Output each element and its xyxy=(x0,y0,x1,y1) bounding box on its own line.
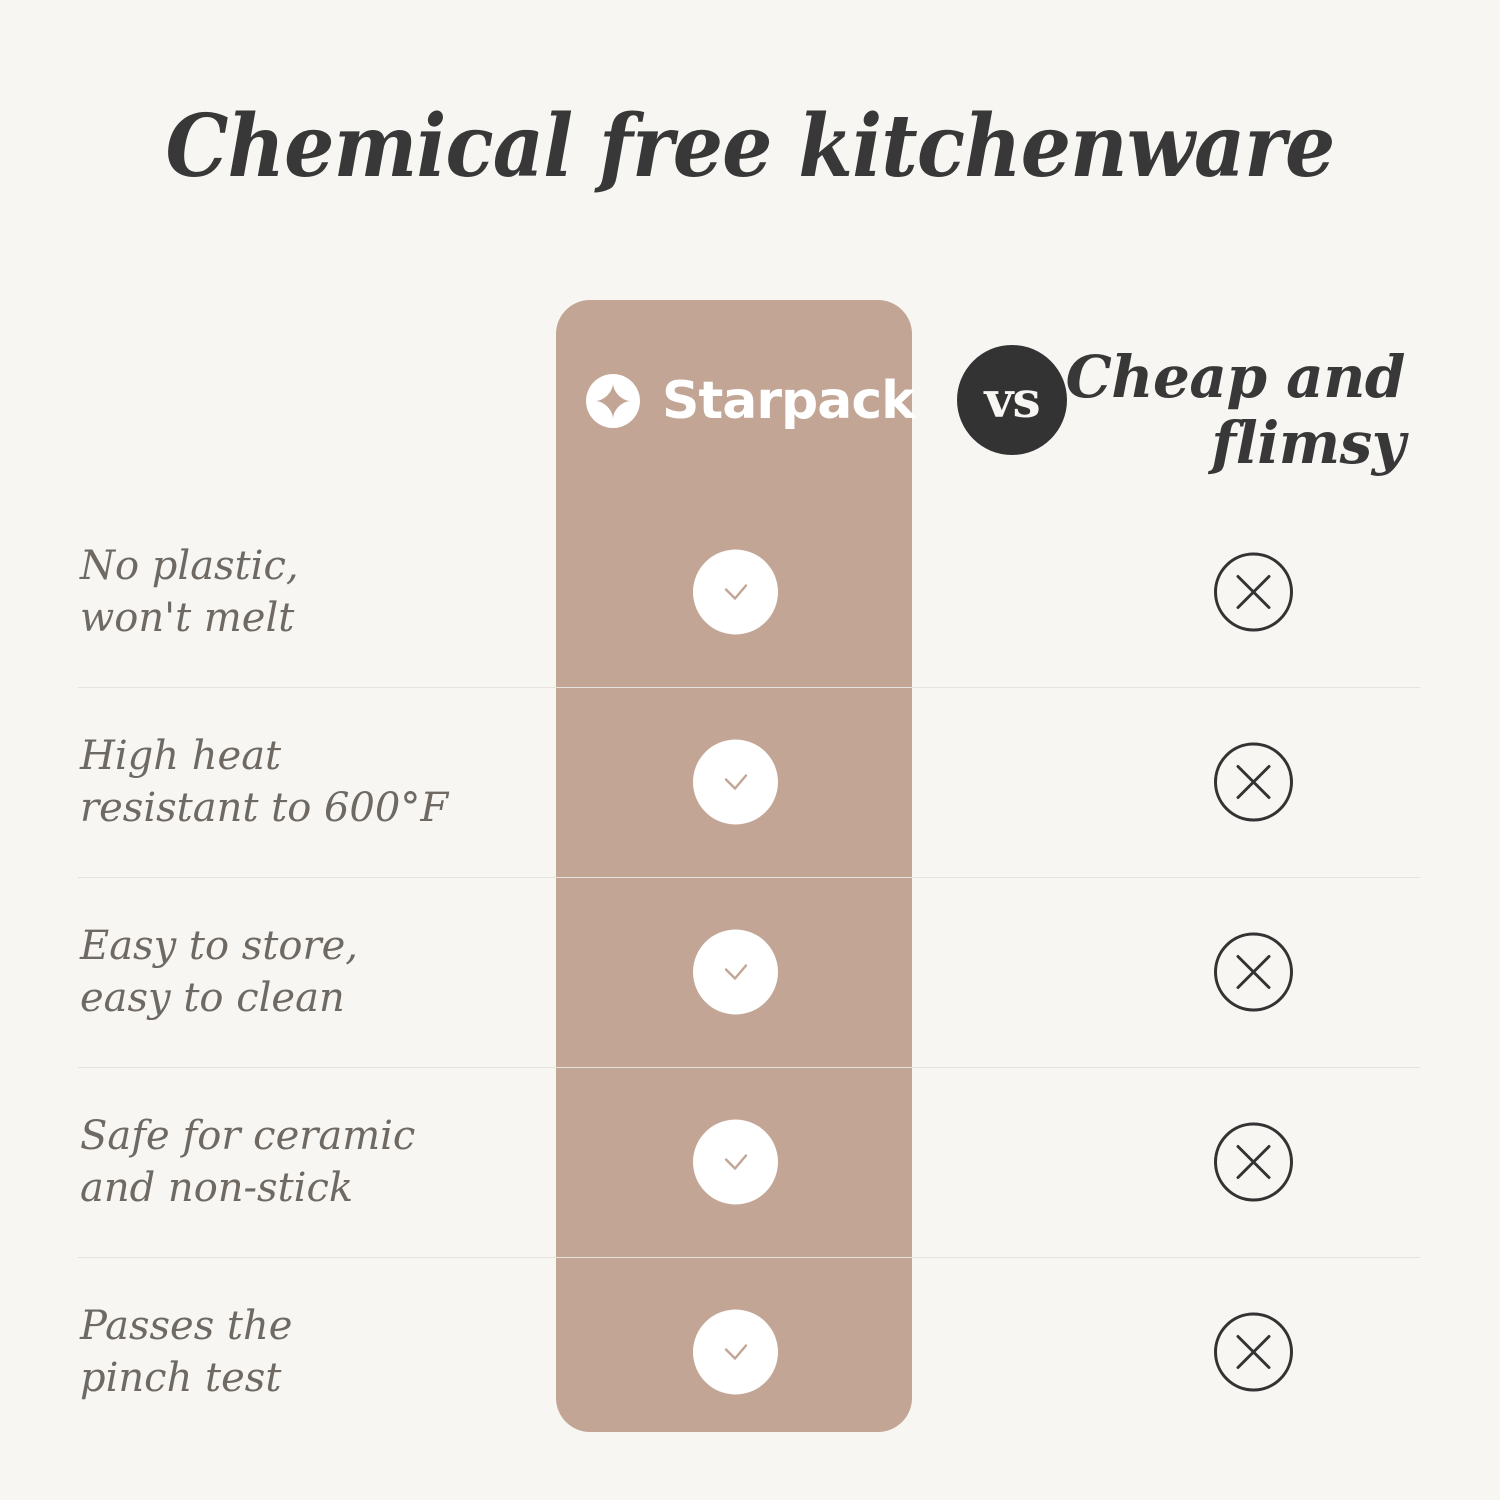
competitor-cross-cell xyxy=(1213,932,1294,1013)
competitor-cross-cell xyxy=(1213,1312,1294,1393)
starpack-check-cell xyxy=(693,739,778,825)
table-row: Safe for ceramic and non-stick xyxy=(0,1067,1500,1257)
check-icon xyxy=(693,1119,778,1205)
page-title: Chemical free kitchenware xyxy=(165,96,1335,197)
feature-label: Passes the pinch test xyxy=(80,1303,293,1401)
starpack-check-cell xyxy=(693,929,778,1015)
competitor-cross-cell xyxy=(1213,552,1294,633)
check-icon xyxy=(693,1309,778,1395)
table-row: No plastic, won't melt xyxy=(0,497,1500,687)
competitor-cross-cell xyxy=(1213,742,1294,823)
cross-circle-icon xyxy=(1214,932,1293,1012)
versus-badge-label: vs xyxy=(984,370,1040,429)
starpack-star-circle-icon xyxy=(586,374,640,428)
feature-label: High heat resistant to 600°F xyxy=(80,733,449,831)
feature-label: Easy to store, easy to clean xyxy=(80,923,358,1021)
table-row: Easy to store, easy to clean xyxy=(0,877,1500,1067)
competitor-cross-cell xyxy=(1213,1122,1294,1203)
table-row: Passes the pinch test xyxy=(0,1257,1500,1447)
cross-circle-icon xyxy=(1214,1122,1293,1202)
cross-circle-icon xyxy=(1214,1312,1293,1392)
starpack-column-panel xyxy=(556,300,912,1432)
table-row: High heat resistant to 600°F xyxy=(0,687,1500,877)
starpack-check-cell xyxy=(693,549,778,635)
competitor-column-title: Cheap and flimsy xyxy=(1065,343,1406,477)
cross-circle-icon xyxy=(1214,552,1293,632)
comparison-table: No plastic, won't melt High heat resista… xyxy=(0,497,1500,1447)
feature-label: No plastic, won't melt xyxy=(80,543,299,641)
starpack-check-cell xyxy=(693,1309,778,1395)
starpack-logo-lockup: Starpack xyxy=(586,366,916,436)
check-icon xyxy=(693,929,778,1015)
versus-badge: vs xyxy=(957,345,1067,455)
check-icon xyxy=(693,549,778,635)
feature-label: Safe for ceramic and non-stick xyxy=(80,1113,416,1211)
starpack-wordmark: Starpack xyxy=(662,371,916,431)
starpack-check-cell xyxy=(693,1119,778,1205)
check-icon xyxy=(693,739,778,825)
cross-circle-icon xyxy=(1214,742,1293,822)
